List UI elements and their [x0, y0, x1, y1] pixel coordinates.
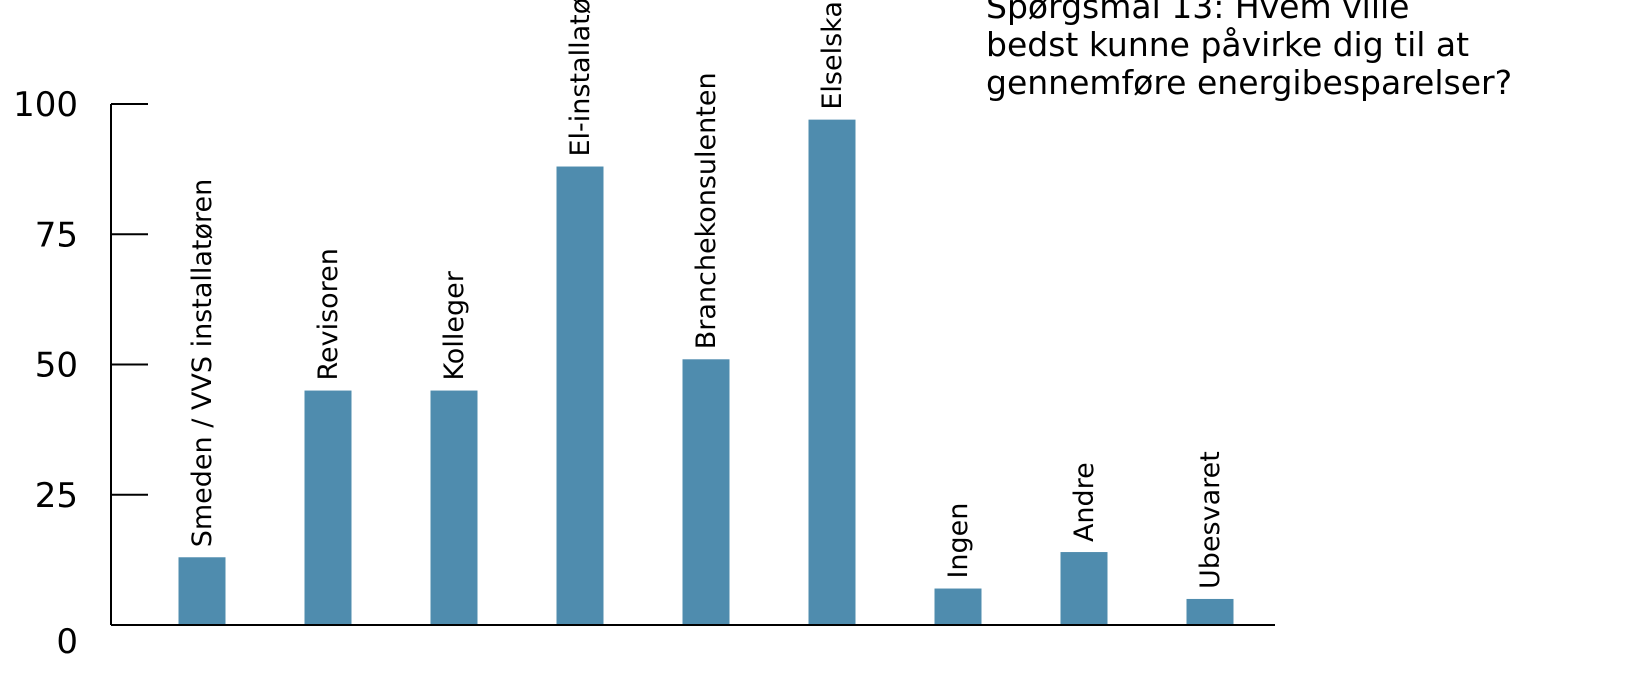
bar-label-4: El-installatøren	[565, 0, 596, 157]
bar-label-2: Revisoren	[313, 248, 344, 380]
bar-2	[304, 390, 352, 625]
bar-9	[1186, 598, 1234, 625]
bar-label-5: Branchekonsulenten	[691, 72, 722, 349]
chart-title-line-2: bedst kunne påvirke dig til at	[986, 25, 1470, 64]
bars-group	[178, 119, 1234, 625]
bar-3	[430, 390, 478, 625]
bar-label-1: Smeden / VVS installatøren	[187, 179, 218, 548]
y-tick-label-100: 100	[13, 85, 78, 125]
bar-label-3: Kolleger	[439, 270, 470, 380]
bar-label-8: Andre	[1069, 462, 1100, 542]
bar-4	[556, 166, 604, 625]
bar-5	[682, 359, 730, 625]
bar-6	[808, 119, 856, 625]
bar-7	[934, 588, 982, 625]
bar-label-9: Ubesvaret	[1195, 451, 1226, 589]
y-tick-label-50: 50	[35, 346, 78, 386]
chart-title-line-1: Spørgsmål 13: Hvem ville	[986, 0, 1410, 26]
bar-8	[1060, 552, 1108, 625]
y-tick-label-25: 25	[35, 476, 78, 516]
y-tick-label-0: 0	[56, 622, 78, 662]
bar-labels-group: Smeden / VVS installatøren Revisoren Kolle…	[187, 0, 1226, 589]
y-tick-label-75: 75	[35, 215, 78, 255]
chart-title: Spørgsmål 13: Hvem ville bedst kunne påv…	[986, 0, 1646, 102]
bar-label-6: Elselskabet	[817, 0, 848, 110]
bar-1	[178, 557, 226, 625]
chart-title-line-3: gennemføre energibesparelser?	[986, 63, 1513, 102]
y-axis: 0 25 50 75 100	[13, 85, 148, 662]
bar-label-7: Ingen	[943, 503, 974, 579]
